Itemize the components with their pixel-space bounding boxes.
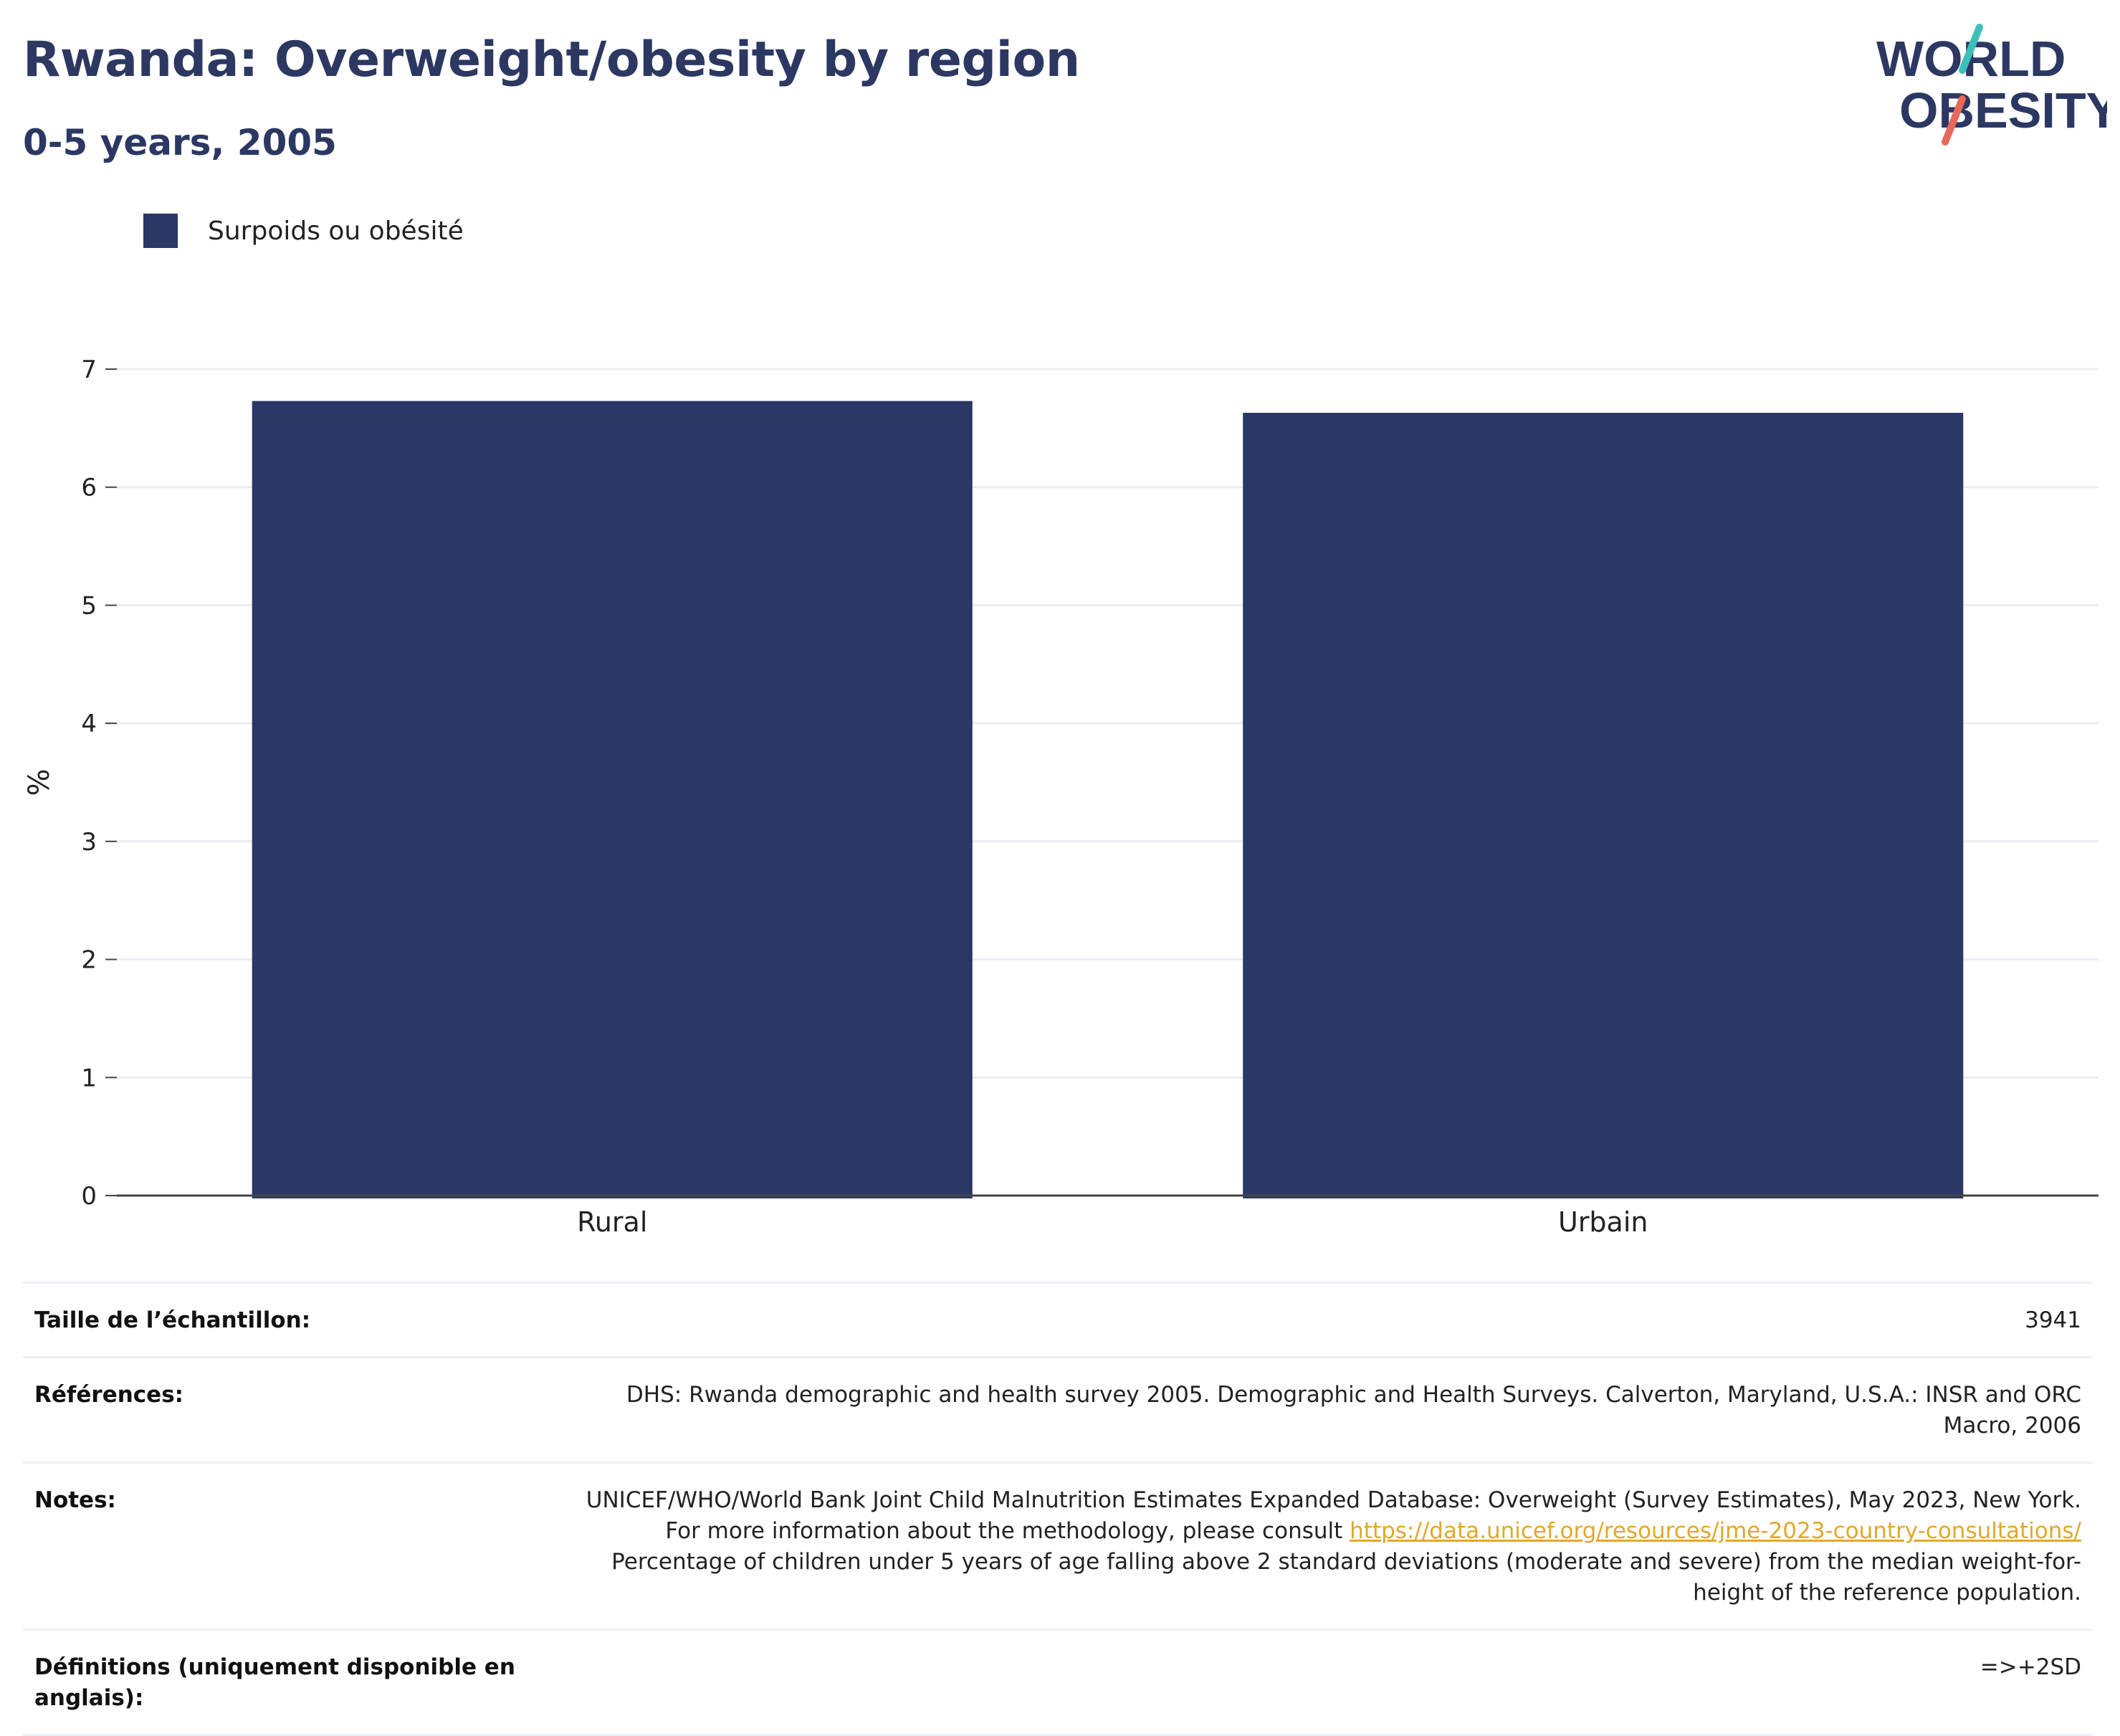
- legend-swatch: [143, 214, 178, 248]
- y-tick-label: 7: [81, 356, 97, 384]
- y-tick-label: 5: [81, 591, 97, 620]
- y-tick-label: 6: [81, 474, 97, 502]
- y-tick-label: 2: [81, 946, 97, 975]
- sample-size-value: 3941: [2025, 1307, 2081, 1333]
- chart-title: Rwanda: Overweight/obesity by region: [23, 32, 1080, 88]
- notes-text-before: UNICEF/WHO/World Bank Joint Child Malnut…: [586, 1487, 2081, 1544]
- chart-subtitle: 0-5 years, 2005: [23, 122, 337, 163]
- bar-rural: [252, 401, 973, 1198]
- logo-text-obesity: OBESITY: [1899, 82, 2107, 138]
- notes-label: Notes:: [34, 1487, 116, 1513]
- notes-link[interactable]: https://data.unicef.org/resources/jme-20…: [1350, 1518, 2081, 1544]
- references-label: Références:: [34, 1382, 184, 1408]
- y-tick-label: 1: [81, 1064, 97, 1092]
- y-tick-label: 3: [81, 828, 97, 857]
- notes-text-after: Percentage of children under 5 years of …: [611, 1549, 2081, 1606]
- legend-label: Surpoids ou obésité: [208, 216, 464, 246]
- definitions-value: =>+2SD: [1980, 1654, 2081, 1680]
- y-tick-label: 0: [81, 1182, 97, 1211]
- bar-chart: 0 1 2 3 4 5 6 7% Rural Urbain: [23, 356, 2098, 1238]
- notes-value: UNICEF/WHO/World Bank Joint Child Malnut…: [562, 1485, 2081, 1608]
- info-row-references: Références: DHS: Rwanda demographic and …: [23, 1356, 2093, 1461]
- references-value: DHS: Rwanda demographic and health surve…: [626, 1382, 2081, 1439]
- bar-urbain: [1243, 412, 1964, 1198]
- x-tick-label: Urbain: [1558, 1206, 1648, 1238]
- info-row-notes: Notes: UNICEF/WHO/World Bank Joint Child…: [23, 1461, 2093, 1628]
- sample-size-label: Taille de l’échantillon:: [34, 1307, 311, 1333]
- logo-slash-top: [1959, 24, 1983, 74]
- info-row-definitions: Définitions (uniquement disponible en an…: [23, 1628, 2093, 1736]
- definitions-label: Définitions (uniquement disponible en an…: [34, 1654, 515, 1711]
- x-tick-label: Rural: [577, 1206, 647, 1238]
- y-axis-label: %: [23, 768, 56, 796]
- info-table: Taille de l’échantillon: 3941 Références…: [23, 1282, 2093, 1736]
- y-tick-label: 4: [81, 710, 97, 738]
- world-obesity-logo: WORLD OBESITY: [1876, 24, 2107, 146]
- legend[interactable]: Surpoids ou obésité: [143, 214, 464, 248]
- info-row-sample: Taille de l’échantillon: 3941: [23, 1282, 2093, 1356]
- logo-slash-bottom: [1942, 95, 1966, 146]
